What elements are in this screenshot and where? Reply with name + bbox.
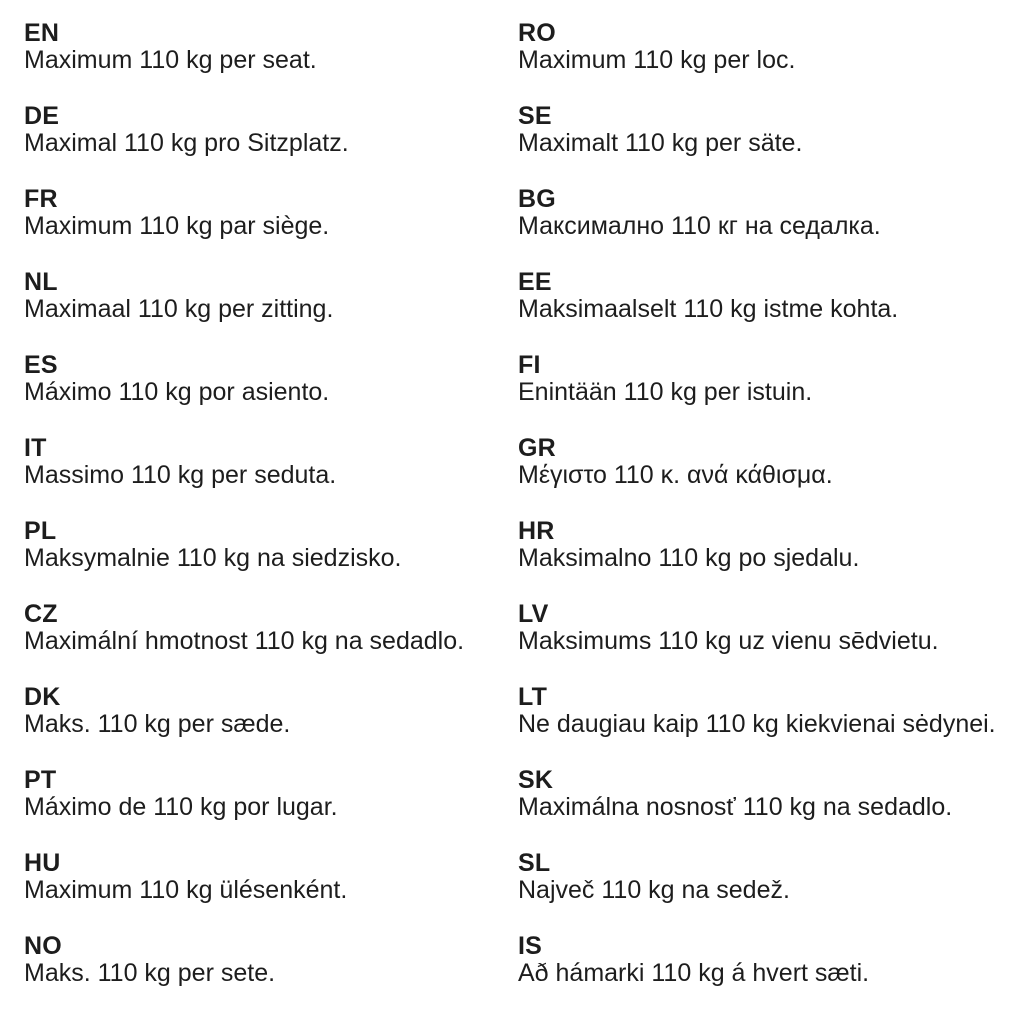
translation-text: Maksimums 110 kg uz vienu sēdvietu.: [518, 627, 939, 655]
translation-text: Maximálna nosnosť 110 kg na sedadlo.: [518, 793, 953, 821]
entry-fr: FR Maximum 110 kg par siège.: [24, 186, 518, 240]
entry-pl: PL Maksymalnie 110 kg na siedzisko.: [24, 518, 518, 572]
entry-nl: NL Maximaal 110 kg per zitting.: [24, 269, 518, 323]
entry-de: DE Maximal 110 kg pro Sitzplatz.: [24, 103, 518, 157]
language-code: DK: [24, 683, 61, 711]
language-code: PL: [24, 517, 57, 545]
translation-text: Maksimalno 110 kg po sjedalu.: [518, 544, 860, 572]
language-code: ES: [24, 351, 58, 379]
language-code: SE: [518, 102, 552, 130]
entry-it: IT Massimo 110 kg per seduta.: [24, 435, 518, 489]
language-code: HR: [518, 517, 555, 545]
entry-is: IS Að hámarki 110 kg á hvert sæti.: [518, 933, 1014, 987]
language-code: PT: [24, 766, 57, 794]
translation-text: Maximální hmotnost 110 kg na sedadlo.: [24, 627, 465, 655]
language-code: IT: [24, 434, 47, 462]
translation-text: Massimo 110 kg per seduta.: [24, 461, 337, 489]
entry-es: ES Máximo 110 kg por asiento.: [24, 352, 518, 406]
translation-text: Максимално 110 кг на седалка.: [518, 212, 881, 240]
translation-text: Μέγιστο 110 κ. ανά κάθισμα.: [518, 461, 833, 489]
left-column: EN Maximum 110 kg per seat. DE Maximal 1…: [24, 20, 518, 1016]
entry-gr: GR Μέγιστο 110 κ. ανά κάθισμα.: [518, 435, 1014, 489]
translation-text: Ne daugiau kaip 110 kg kiekvienai sėdyne…: [518, 710, 996, 738]
translation-text: Maximalt 110 kg per säte.: [518, 129, 803, 157]
language-code: SL: [518, 849, 551, 877]
language-code: RO: [518, 19, 556, 47]
language-code: IS: [518, 932, 543, 960]
entry-bg: BG Максимално 110 кг на седалка.: [518, 186, 1014, 240]
translation-text: Máximo de 110 kg por lugar.: [24, 793, 338, 821]
translation-text: Enintään 110 kg per istuin.: [518, 378, 813, 406]
language-code: CZ: [24, 600, 58, 628]
translation-text: Máximo 110 kg por asiento.: [24, 378, 330, 406]
entry-en: EN Maximum 110 kg per seat.: [24, 20, 518, 74]
language-code: EN: [24, 19, 60, 47]
entry-se: SE Maximalt 110 kg per säte.: [518, 103, 1014, 157]
right-column: RO Maximum 110 kg per loc. SE Maximalt 1…: [518, 20, 1014, 1016]
translation-text: Maximum 110 kg ülésenként.: [24, 876, 348, 904]
translation-text: Maximum 110 kg par siège.: [24, 212, 330, 240]
translation-text: Največ 110 kg na sedež.: [518, 876, 790, 904]
entry-sl: SL Največ 110 kg na sedež.: [518, 850, 1014, 904]
language-code: EE: [518, 268, 552, 296]
entry-sk: SK Maximálna nosnosť 110 kg na sedadlo.: [518, 767, 1014, 821]
entry-hr: HR Maksimalno 110 kg po sjedalu.: [518, 518, 1014, 572]
translation-text: Maks. 110 kg per sete.: [24, 959, 276, 987]
entry-hu: HU Maximum 110 kg ülésenként.: [24, 850, 518, 904]
translation-text: Maks. 110 kg per sæde.: [24, 710, 291, 738]
translation-text: Maksymalnie 110 kg na siedzisko.: [24, 544, 402, 572]
translation-text: Maximum 110 kg per seat.: [24, 46, 317, 74]
entry-dk: DK Maks. 110 kg per sæde.: [24, 684, 518, 738]
entry-fi: FI Enintään 110 kg per istuin.: [518, 352, 1014, 406]
language-code: GR: [518, 434, 556, 462]
language-code: NO: [24, 932, 62, 960]
entry-cz: CZ Maximální hmotnost 110 kg na sedadlo.: [24, 601, 518, 655]
language-code: FI: [518, 351, 541, 379]
entry-lv: LV Maksimums 110 kg uz vienu sēdvietu.: [518, 601, 1014, 655]
language-code: DE: [24, 102, 60, 130]
language-code: FR: [24, 185, 58, 213]
language-code: LV: [518, 600, 549, 628]
language-code: LT: [518, 683, 548, 711]
language-code: SK: [518, 766, 554, 794]
translation-text: Maximum 110 kg per loc.: [518, 46, 796, 74]
language-code: BG: [518, 185, 556, 213]
entry-lt: LT Ne daugiau kaip 110 kg kiekvienai sėd…: [518, 684, 1014, 738]
translation-text: Maksimaalselt 110 kg istme kohta.: [518, 295, 899, 323]
entry-no: NO Maks. 110 kg per sete.: [24, 933, 518, 987]
entry-pt: PT Máximo de 110 kg por lugar.: [24, 767, 518, 821]
translation-text: Maximal 110 kg pro Sitzplatz.: [24, 129, 349, 157]
translation-text: Að hámarki 110 kg á hvert sæti.: [518, 959, 870, 987]
entry-ee: EE Maksimaalselt 110 kg istme kohta.: [518, 269, 1014, 323]
language-code: HU: [24, 849, 61, 877]
language-code: NL: [24, 268, 58, 296]
translation-text: Maximaal 110 kg per zitting.: [24, 295, 334, 323]
entry-ro: RO Maximum 110 kg per loc.: [518, 20, 1014, 74]
